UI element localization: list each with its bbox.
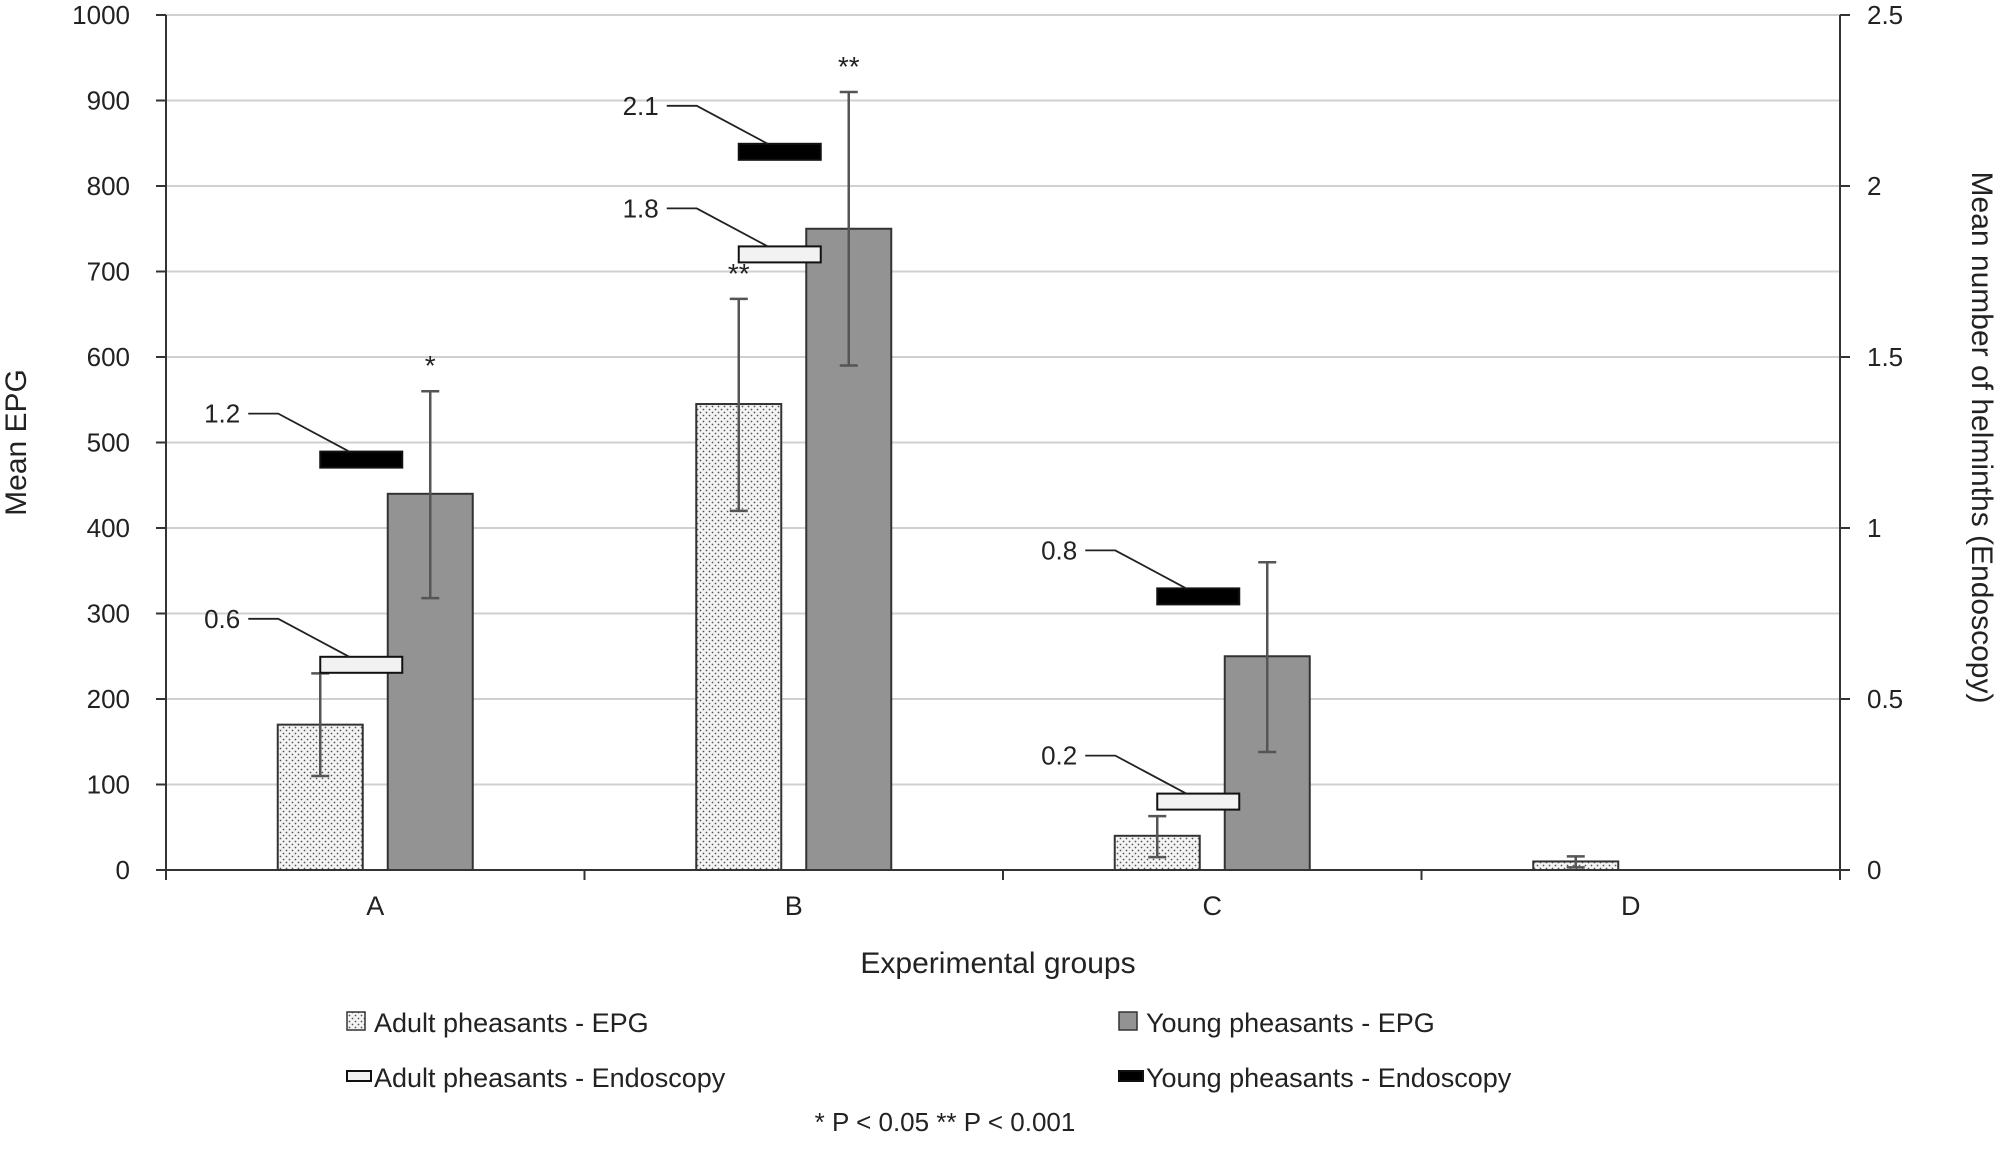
y2-axis-title: Mean number of helminths (Endoscopy) xyxy=(1965,172,1998,704)
y-tick-label: 300 xyxy=(87,599,130,629)
y2-tick-label: 0.5 xyxy=(1867,684,1903,714)
legend-label: Young pheasants - Endoscopy xyxy=(1146,1063,1512,1093)
y2-tick-label: 1.5 xyxy=(1867,342,1903,372)
legend-label: Adult pheasants - EPG xyxy=(374,1008,649,1038)
legend-swatch-young-epg xyxy=(1118,1011,1138,1031)
significance-label: * xyxy=(425,350,436,381)
y-tick-label: 600 xyxy=(87,342,130,372)
y-tick-label: 400 xyxy=(87,513,130,543)
y-tick-label: 500 xyxy=(87,428,130,458)
marker-value-label: 0.8 xyxy=(1041,535,1077,565)
x-axis-title: Experimental groups xyxy=(860,947,1135,980)
endoscopy-marker xyxy=(1156,792,1241,811)
y-tick-label: 900 xyxy=(87,86,130,116)
marker-leader-line xyxy=(1085,754,1187,795)
marker-value-label: 0.2 xyxy=(1041,741,1077,771)
y2-tick-label: 2.5 xyxy=(1867,0,1903,30)
significance-label: ** xyxy=(728,258,750,289)
y-axis-title: Mean EPG xyxy=(0,369,33,516)
marker-leader-line xyxy=(666,207,769,248)
marker-value-label: 1.2 xyxy=(204,399,240,429)
y2-tick-label: 0 xyxy=(1867,855,1881,885)
endoscopy-marker xyxy=(319,450,404,469)
marker-leader-line xyxy=(248,412,350,453)
marker-value-label: 1.8 xyxy=(623,193,659,223)
y-tick-label: 700 xyxy=(87,257,130,287)
x-tick-label: A xyxy=(366,891,384,921)
x-tick-label: D xyxy=(1621,891,1641,921)
significance-label: ** xyxy=(838,51,860,82)
legend-swatch-young-endoscopy xyxy=(1118,1070,1144,1082)
x-tick-label: C xyxy=(1203,891,1223,921)
marker-value-label: 2.1 xyxy=(623,91,659,121)
endoscopy-marker xyxy=(737,142,822,161)
marker-leader-line xyxy=(1085,549,1187,590)
endoscopy-marker xyxy=(319,655,404,674)
legend-swatch-adult-endoscopy xyxy=(346,1070,372,1082)
legend-label: Adult pheasants - Endoscopy xyxy=(374,1063,726,1093)
y-tick-label: 800 xyxy=(87,171,130,201)
marker-value-label: 0.6 xyxy=(204,604,240,634)
legend-label: Young pheasants - EPG xyxy=(1146,1008,1435,1038)
y2-tick-label: 2 xyxy=(1867,171,1881,201)
marker-leader-line xyxy=(666,104,769,145)
footnote: * P < 0.05 ** P < 0.001 xyxy=(815,1107,1076,1137)
x-tick-label: B xyxy=(785,891,803,921)
endoscopy-marker xyxy=(1156,587,1241,606)
y-tick-label: 0 xyxy=(116,855,130,885)
y2-tick-label: 1 xyxy=(1867,513,1881,543)
y-tick-label: 200 xyxy=(87,684,130,714)
marker-leader-line xyxy=(248,617,350,658)
endoscopy-marker xyxy=(737,245,822,264)
y-tick-label: 1000 xyxy=(72,0,130,30)
y-tick-label: 100 xyxy=(87,770,130,800)
legend-swatch-adult-epg xyxy=(346,1011,366,1031)
